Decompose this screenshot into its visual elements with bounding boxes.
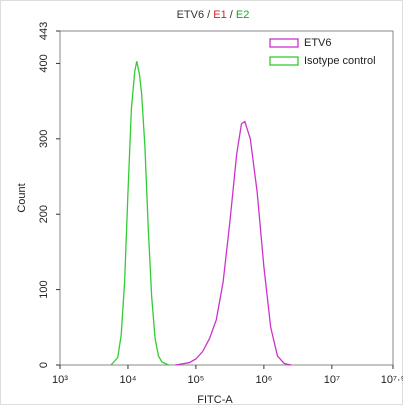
x-tick-label: 10⁵	[188, 374, 205, 386]
y-tick-label: 400	[38, 54, 50, 72]
legend-label: Isotype control	[304, 55, 376, 67]
chart-title: ETV6 / E1 / E2	[177, 9, 250, 21]
legend-label: ETV6	[304, 37, 332, 49]
y-tick-label: 300	[38, 130, 50, 148]
x-tick-label: 10⁶	[255, 374, 272, 386]
y-tick-label: 100	[38, 280, 50, 298]
x-tick-label: 10³	[52, 374, 68, 386]
x-tick-label: 10⁷	[324, 374, 340, 386]
x-tick-label: 10⁴	[119, 374, 136, 386]
y-tick-label: 0	[38, 362, 50, 368]
legend-swatch	[269, 38, 299, 48]
y-axis-label: Count	[16, 183, 28, 212]
plot-frame	[59, 30, 394, 366]
title-part: ETV6	[177, 9, 205, 21]
histogram-line	[175, 120, 292, 366]
title-part: /	[204, 9, 213, 21]
title-part: E1	[213, 9, 226, 21]
x-axis-label: FITC-A	[197, 394, 233, 405]
legend-swatch	[269, 56, 299, 66]
x-tick-label: 10⁷·⁹	[381, 374, 403, 386]
y-tick-label: 200	[38, 205, 50, 223]
histogram-line	[110, 61, 169, 366]
y-tick-label: 443	[38, 22, 50, 40]
title-part: E2	[236, 9, 249, 21]
title-part: /	[227, 9, 236, 21]
